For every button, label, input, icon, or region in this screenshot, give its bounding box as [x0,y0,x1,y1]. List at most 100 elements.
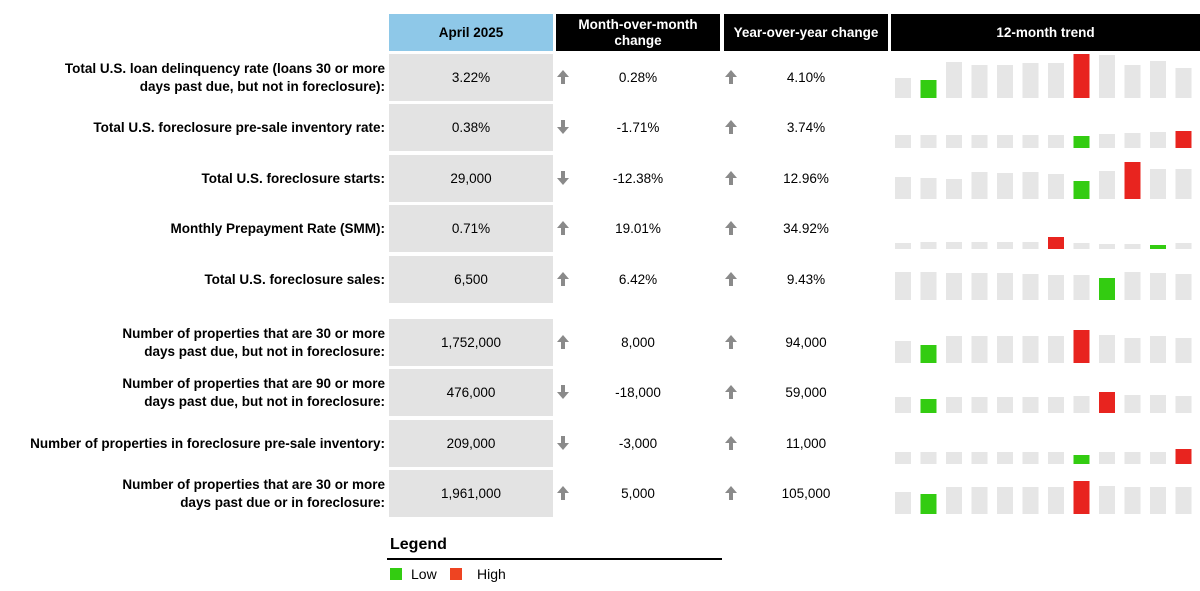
column-header: April 2025 [389,14,553,51]
row-label: Number of properties that are 30 or more… [122,325,385,359]
trend-bar [1022,397,1039,413]
up-arrow [557,272,569,286]
trend-bar [997,487,1013,514]
legend-low-swatch [390,568,402,580]
trend-bar [1175,169,1192,199]
trend-bar [1124,395,1141,413]
trend-bar [1022,274,1039,300]
trend-bar [920,80,937,98]
mom-change: 19.01% [615,221,661,236]
row-label: Number of properties that are 30 or more… [122,476,385,510]
column-header: Year-over-year change [724,14,888,51]
mom-change: -18,000 [615,385,661,400]
trend-bar [946,452,962,464]
arrow-shape [725,171,737,185]
current-value: 1,752,000 [389,319,553,366]
arrow-shape [725,385,737,399]
row-label: Total U.S. loan delinquency rate (loans … [64,60,385,94]
trend-bar [920,178,937,199]
arrow-shape [557,171,569,185]
trend-bar [971,273,988,300]
yoy-change: 11,000 [785,436,827,451]
trend-chart [895,481,1192,514]
arrow-shape [557,120,569,134]
trend-bar [1175,274,1192,300]
trend-bar [1022,63,1039,98]
trend-bar [946,273,962,300]
trend-bar [997,65,1013,98]
arrow-shape [725,120,737,134]
trend-bar [971,452,988,464]
up-arrow [725,70,737,84]
up-arrow [725,221,737,235]
trend-bar [1099,55,1115,98]
trend-bar [1022,135,1039,148]
up-arrow [725,120,737,134]
trend-bar [1150,336,1166,363]
legend-low: Low [411,566,437,582]
current-value: 209,000 [389,420,553,467]
trend-bar [1099,134,1115,148]
yoy-change: 59,000 [785,385,827,400]
current-value: 3.22% [389,54,553,101]
down-arrow [557,171,569,185]
row-label: Monthly Prepayment Rate (SMM): [170,220,385,236]
arrow-shape [725,436,737,450]
trend-bar [997,397,1013,413]
yoy-change: 4.10% [786,70,826,85]
trend-bar [895,135,911,148]
trend-bar [971,65,988,98]
trend-bar [1124,133,1141,148]
trend-bar [1073,243,1090,249]
row-label: Total U.S. foreclosure pre-sale inventor… [93,119,385,135]
mom-change: 5,000 [621,486,655,501]
down-arrow [557,120,569,134]
trend-bar [1150,395,1166,413]
yoy-change: 9.43% [786,272,826,287]
trend-bar [1022,452,1039,464]
row-label: Number of properties that are 90 or more… [122,375,385,409]
yoy-change: 94,000 [785,335,827,350]
trend-bar [1124,65,1141,98]
up-arrow [557,221,569,235]
yoy-change: 105,000 [781,486,831,501]
trend-bar [1073,330,1090,363]
trend-bar [971,242,988,249]
trend-bar [1048,487,1064,514]
trend-bar [946,336,962,363]
trend-bar [895,341,911,363]
trend-bar [1150,169,1166,199]
trend-bar [1048,174,1064,199]
trend-bar [895,243,911,249]
arrow-shape [557,385,569,399]
trend-bar [1150,61,1166,98]
legend-rule [387,558,722,560]
trend-bar [971,135,988,148]
trend-bar [1150,487,1166,514]
row-label: Total U.S. foreclosure starts: [201,170,385,186]
trend-bar [1048,63,1064,98]
trend-bar [997,452,1013,464]
trend-bar [895,492,911,514]
trend-chart [895,162,1192,199]
trend-bar [1175,68,1192,98]
trend-bar [1073,54,1090,98]
trend-bar [1099,335,1115,363]
trend-chart [895,54,1192,98]
up-arrow [725,272,737,286]
up-arrow [557,486,569,500]
trend-bar [920,494,937,514]
mom-change: 0.28% [618,70,658,85]
trend-bar [1048,237,1064,249]
arrow-shape [725,70,737,84]
trend-bar [920,135,937,148]
trend-bar [1099,392,1115,413]
yoy-change: 3.74% [786,120,826,135]
trend-bar [1022,336,1039,363]
trend-bar [1175,487,1192,514]
trend-bar [997,273,1013,300]
mom-change: -3,000 [618,436,658,451]
trend-bar [1124,338,1141,363]
trend-bar [1022,172,1039,199]
